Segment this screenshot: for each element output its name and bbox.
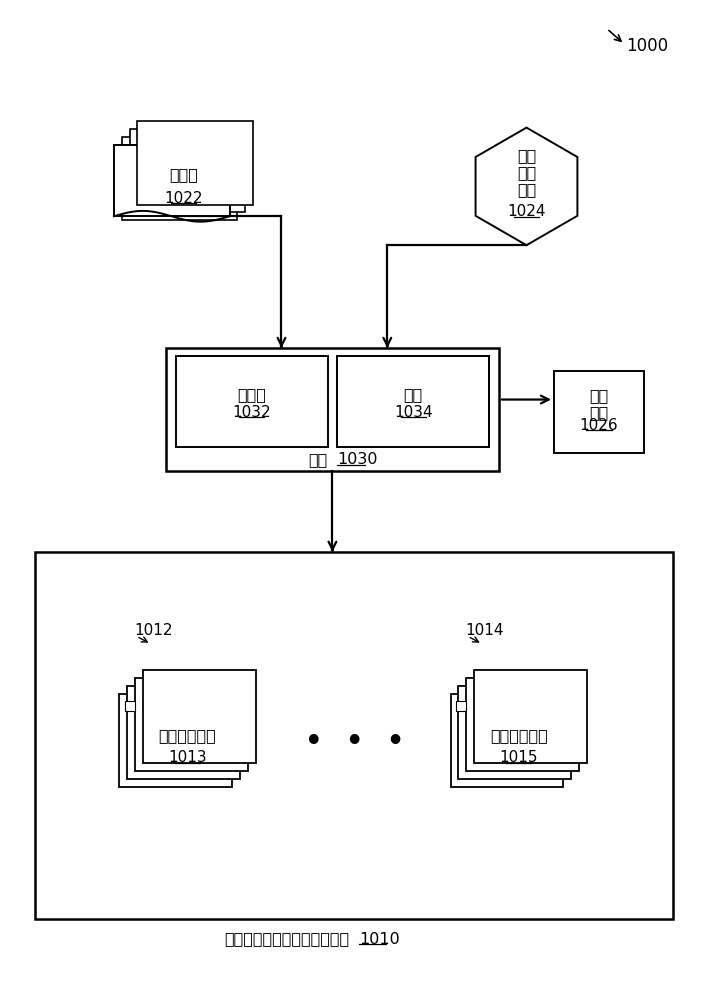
Text: 1010: 1010	[359, 932, 399, 947]
FancyBboxPatch shape	[143, 670, 256, 763]
FancyBboxPatch shape	[122, 137, 237, 220]
Text: 1024: 1024	[507, 204, 546, 219]
FancyBboxPatch shape	[127, 686, 240, 779]
Text: 1014: 1014	[466, 623, 504, 638]
FancyBboxPatch shape	[466, 678, 579, 771]
Text: 1022: 1022	[164, 191, 202, 206]
FancyBboxPatch shape	[119, 694, 232, 787]
Text: 观察者: 观察者	[237, 387, 266, 402]
FancyBboxPatch shape	[337, 356, 489, 447]
Text: 1012: 1012	[135, 623, 173, 638]
Text: 1026: 1026	[580, 418, 618, 433]
Text: 处理: 处理	[308, 452, 328, 467]
Text: 1013: 1013	[168, 750, 207, 765]
FancyBboxPatch shape	[458, 686, 571, 779]
FancyBboxPatch shape	[137, 121, 253, 205]
FancyBboxPatch shape	[135, 678, 248, 771]
Text: 关联记忆网络: 关联记忆网络	[490, 728, 547, 743]
Text: 关联记忆网络: 关联记忆网络	[159, 728, 216, 743]
Text: 1030: 1030	[337, 452, 378, 467]
Text: 用户
任务
数据: 用户 任务 数据	[517, 148, 536, 198]
FancyBboxPatch shape	[35, 552, 673, 919]
FancyBboxPatch shape	[114, 145, 229, 216]
FancyBboxPatch shape	[554, 371, 644, 453]
Polygon shape	[476, 128, 578, 245]
FancyBboxPatch shape	[176, 356, 328, 447]
Text: 源数据: 源数据	[169, 167, 198, 182]
Text: 1034: 1034	[394, 405, 433, 420]
Text: 结果
显示: 结果 显示	[589, 388, 609, 420]
FancyBboxPatch shape	[450, 694, 564, 787]
Text: 1032: 1032	[232, 405, 271, 420]
Text: 1000: 1000	[627, 37, 668, 55]
FancyBboxPatch shape	[457, 701, 466, 711]
FancyBboxPatch shape	[125, 701, 135, 711]
Text: •  •  •: • • •	[304, 726, 406, 759]
Text: 关联记忆网络的网络中的网络: 关联记忆网络的网络中的网络	[224, 932, 349, 947]
FancyBboxPatch shape	[166, 348, 499, 471]
FancyBboxPatch shape	[474, 670, 587, 763]
FancyBboxPatch shape	[130, 129, 245, 212]
Text: 1015: 1015	[499, 750, 538, 765]
Text: 查询: 查询	[404, 387, 423, 402]
